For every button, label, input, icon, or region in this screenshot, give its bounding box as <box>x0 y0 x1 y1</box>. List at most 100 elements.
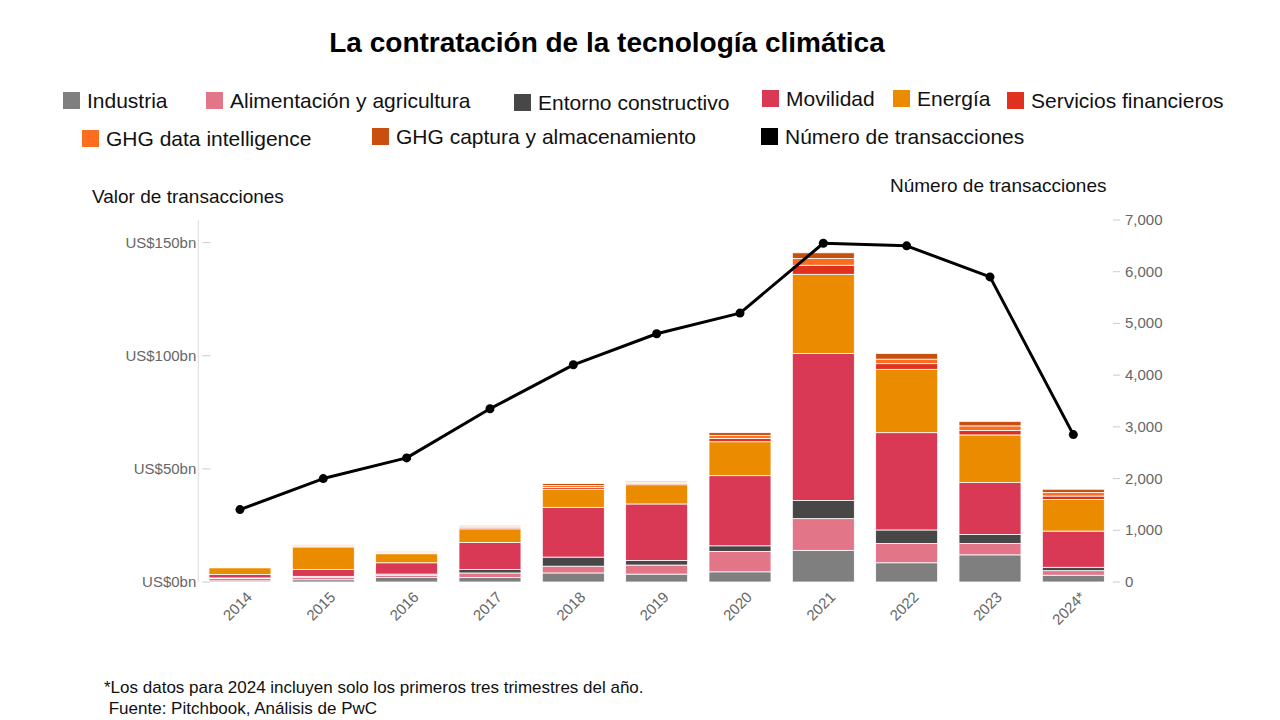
bar-segment <box>292 544 354 546</box>
y2-tick-label: 3,000 <box>1125 418 1163 435</box>
y2-axis-title: Número de transacciones <box>890 175 1107 196</box>
y-tick <box>202 242 210 243</box>
line-marker <box>735 309 744 318</box>
bar-segment <box>209 566 271 567</box>
x-tick-label: 2023 <box>969 588 1005 624</box>
x-tick-label: 2014 <box>219 588 255 624</box>
bar-segment <box>876 359 938 364</box>
legend-label: GHG data intelligence <box>106 127 311 150</box>
bar-segment <box>542 507 604 557</box>
legend-swatch <box>372 128 389 145</box>
bar-segment <box>459 570 521 573</box>
bar-segment <box>959 534 1021 543</box>
legend-label: Entorno constructivo <box>538 91 729 114</box>
y2-tick-label: 6,000 <box>1125 263 1163 280</box>
bar-segment <box>876 364 938 370</box>
bar-segment <box>959 430 1021 435</box>
bar-segment <box>876 530 938 544</box>
bar-segment <box>709 476 771 546</box>
y2-tick <box>1113 271 1120 272</box>
y2-tick <box>1113 530 1120 531</box>
bar-segment <box>626 561 688 566</box>
bar-segment <box>542 489 604 507</box>
x-tick-label: 2018 <box>553 588 589 624</box>
y-tick-label: US$50bn <box>134 460 197 477</box>
line-marker <box>1069 430 1078 439</box>
line-marker <box>819 239 828 248</box>
x-tick-label: 2019 <box>636 588 672 624</box>
bar-segment <box>459 542 521 569</box>
legend-swatch <box>63 92 80 109</box>
y-tick-label: US$150bn <box>125 234 196 251</box>
legend-label: Movilidad <box>786 87 875 110</box>
bar-segment <box>209 567 271 569</box>
footnote: *Los datos para 2024 incluyen solo los p… <box>104 678 644 697</box>
y2-tick-label: 0 <box>1125 573 1133 590</box>
bar-segment <box>709 572 771 582</box>
line <box>240 243 1073 509</box>
bar-segment <box>626 504 688 561</box>
bar-segment <box>792 265 854 274</box>
bar-segment <box>792 253 854 259</box>
marks <box>209 239 1104 582</box>
y2-tick-label: 1,000 <box>1125 521 1163 538</box>
bar-segment <box>709 435 771 438</box>
bar-segment <box>959 482 1021 534</box>
line-marker <box>235 505 244 514</box>
legend-label: Servicios financieros <box>1031 89 1224 112</box>
legend-label: GHG captura y almacenamiento <box>396 125 696 148</box>
legend-swatch <box>514 94 531 111</box>
bar-segment <box>792 274 854 353</box>
line-marker <box>902 241 911 250</box>
bar-segment <box>1042 531 1104 567</box>
line-marker <box>569 360 578 369</box>
bar-segment <box>459 577 521 582</box>
bar-segment <box>626 485 688 504</box>
bar-segment <box>209 579 271 581</box>
bar-segment <box>376 554 438 563</box>
bar-segment <box>709 546 771 552</box>
legend-swatch <box>82 130 99 147</box>
bar-segment <box>959 435 1021 483</box>
bar-segment <box>1042 575 1104 582</box>
chart: La contratación de la tecnología climáti… <box>0 0 1280 720</box>
bar-segment <box>709 438 771 441</box>
bar-segment <box>709 551 771 571</box>
bar-segment <box>1042 567 1104 570</box>
y-axis-title: Valor de transacciones <box>92 186 284 207</box>
legend-label: Número de transacciones <box>785 125 1024 148</box>
bar-segment <box>459 525 521 526</box>
bar-segment <box>959 426 1021 431</box>
y2-tick-label: 4,000 <box>1125 366 1163 383</box>
bar-segment <box>1042 496 1104 499</box>
bar-segment <box>542 566 604 573</box>
bar-segment <box>876 544 938 563</box>
x-tick-label: 2017 <box>469 588 505 624</box>
legend-swatch <box>893 90 910 107</box>
legend-swatch <box>206 92 223 109</box>
bar-segment <box>876 433 938 530</box>
line-marker <box>319 474 328 483</box>
y-tick <box>202 468 210 469</box>
line-marker <box>985 272 994 281</box>
line-marker <box>485 404 494 413</box>
bar-segment <box>292 546 354 548</box>
legend-label: Industria <box>87 89 168 112</box>
footnote: Fuente: Pitchbook, Análisis de PwC <box>104 699 377 718</box>
bar-segment <box>542 573 604 582</box>
bar-segment <box>1042 489 1104 492</box>
bar-segment <box>542 557 604 566</box>
legend-swatch <box>761 128 778 145</box>
y2-tick <box>1113 323 1120 324</box>
x-tick-label: 2024* <box>1049 588 1089 628</box>
bar-segment <box>876 353 938 359</box>
bar-segment <box>876 369 938 432</box>
bar-segment <box>626 565 688 574</box>
y-tick-label: US$100bn <box>125 347 196 364</box>
legend-swatch <box>762 90 779 107</box>
bar-segment <box>292 547 354 570</box>
y2-tick-label: 2,000 <box>1125 470 1163 487</box>
y2-tick-label: 7,000 <box>1125 211 1163 228</box>
line-marker <box>402 453 411 462</box>
x-tick-label: 2015 <box>303 588 339 624</box>
